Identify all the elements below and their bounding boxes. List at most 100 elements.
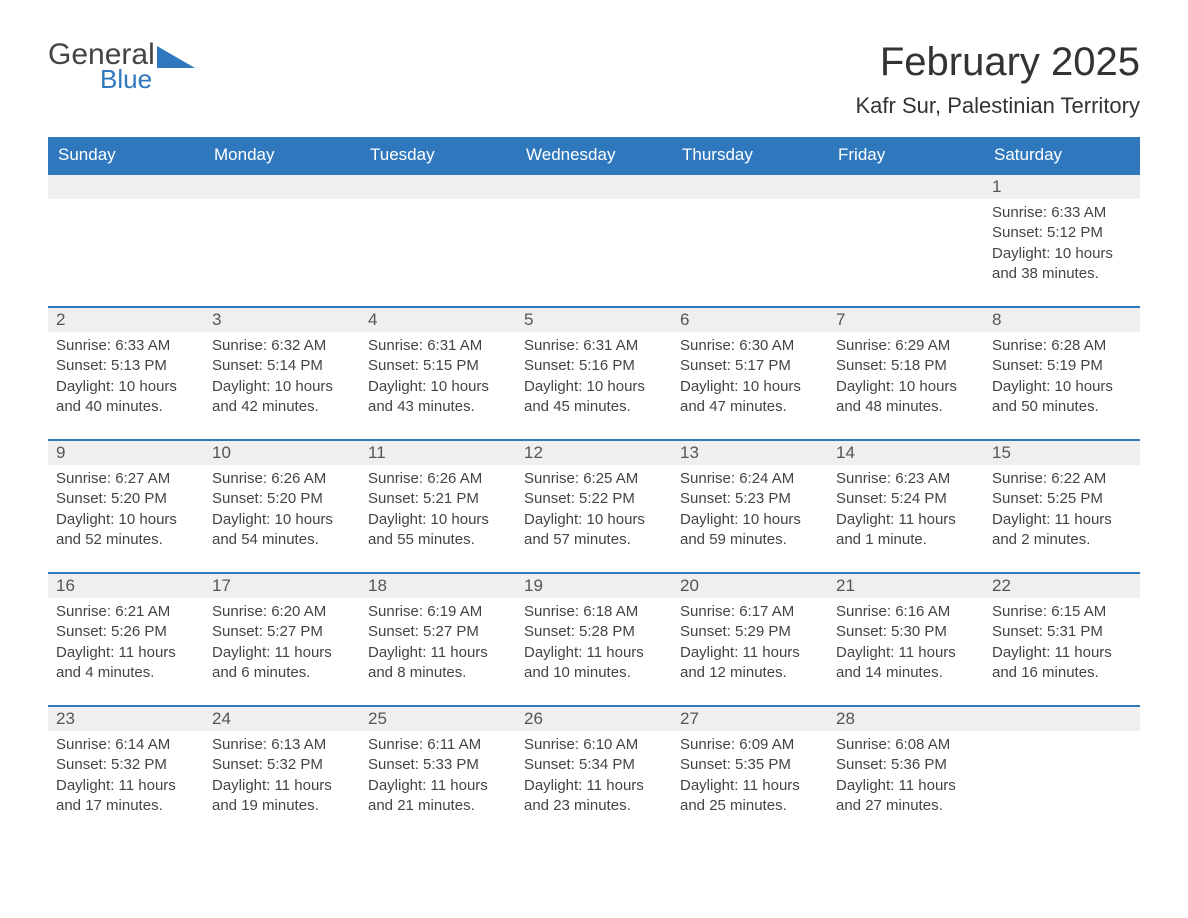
day-detail-cell (516, 199, 672, 307)
day-detail-cell: Sunrise: 6:11 AMSunset: 5:33 PMDaylight:… (360, 731, 516, 839)
sunset-text: Sunset: 5:31 PM (992, 622, 1132, 642)
day-number-cell: 17 (204, 573, 360, 598)
daylight-text: Daylight: 10 hours and 45 minutes. (524, 377, 664, 418)
daynum-row: 1 (48, 174, 1140, 199)
month-title: February 2025 (856, 40, 1141, 85)
day-detail-cell: Sunrise: 6:33 AMSunset: 5:12 PMDaylight:… (984, 199, 1140, 307)
daylight-text: Daylight: 11 hours and 10 minutes. (524, 643, 664, 684)
daylight-text: Daylight: 10 hours and 40 minutes. (56, 377, 196, 418)
day-detail-cell: Sunrise: 6:31 AMSunset: 5:15 PMDaylight:… (360, 332, 516, 440)
day-detail-cell (672, 199, 828, 307)
day-number-cell (984, 706, 1140, 731)
day-number-cell (516, 174, 672, 199)
daylight-text: Daylight: 11 hours and 6 minutes. (212, 643, 352, 684)
day-number-cell: 18 (360, 573, 516, 598)
sunset-text: Sunset: 5:21 PM (368, 489, 508, 509)
daylight-text: Daylight: 11 hours and 16 minutes. (992, 643, 1132, 684)
day-number-cell: 10 (204, 440, 360, 465)
daylight-text: Daylight: 10 hours and 52 minutes. (56, 510, 196, 551)
day-number-cell: 23 (48, 706, 204, 731)
sunset-text: Sunset: 5:33 PM (368, 755, 508, 775)
sunrise-text: Sunrise: 6:19 AM (368, 602, 508, 622)
day-detail-cell: Sunrise: 6:24 AMSunset: 5:23 PMDaylight:… (672, 465, 828, 573)
sunrise-text: Sunrise: 6:25 AM (524, 469, 664, 489)
day-number-cell: 11 (360, 440, 516, 465)
sunrise-text: Sunrise: 6:11 AM (368, 735, 508, 755)
day-number-cell: 13 (672, 440, 828, 465)
sunrise-text: Sunrise: 6:20 AM (212, 602, 352, 622)
day-detail-cell: Sunrise: 6:15 AMSunset: 5:31 PMDaylight:… (984, 598, 1140, 706)
logo-triangle-icon (157, 46, 195, 68)
sunrise-text: Sunrise: 6:26 AM (212, 469, 352, 489)
weekday-header: Friday (828, 137, 984, 174)
daylight-text: Daylight: 10 hours and 42 minutes. (212, 377, 352, 418)
day-detail-cell: Sunrise: 6:14 AMSunset: 5:32 PMDaylight:… (48, 731, 204, 839)
sunset-text: Sunset: 5:24 PM (836, 489, 976, 509)
day-number-cell: 4 (360, 307, 516, 332)
detail-row: Sunrise: 6:33 AMSunset: 5:12 PMDaylight:… (48, 199, 1140, 307)
sunset-text: Sunset: 5:17 PM (680, 356, 820, 376)
weekday-header: Sunday (48, 137, 204, 174)
sunrise-text: Sunrise: 6:23 AM (836, 469, 976, 489)
day-detail-cell: Sunrise: 6:17 AMSunset: 5:29 PMDaylight:… (672, 598, 828, 706)
sunset-text: Sunset: 5:16 PM (524, 356, 664, 376)
sunset-text: Sunset: 5:35 PM (680, 755, 820, 775)
day-detail-cell: Sunrise: 6:10 AMSunset: 5:34 PMDaylight:… (516, 731, 672, 839)
day-detail-cell (360, 199, 516, 307)
sunset-text: Sunset: 5:19 PM (992, 356, 1132, 376)
daynum-row: 232425262728 (48, 706, 1140, 731)
day-detail-cell: Sunrise: 6:26 AMSunset: 5:21 PMDaylight:… (360, 465, 516, 573)
daylight-text: Daylight: 10 hours and 43 minutes. (368, 377, 508, 418)
daylight-text: Daylight: 11 hours and 14 minutes. (836, 643, 976, 684)
sunset-text: Sunset: 5:12 PM (992, 223, 1132, 243)
daylight-text: Daylight: 10 hours and 55 minutes. (368, 510, 508, 551)
day-detail-cell: Sunrise: 6:21 AMSunset: 5:26 PMDaylight:… (48, 598, 204, 706)
sunset-text: Sunset: 5:26 PM (56, 622, 196, 642)
sunrise-text: Sunrise: 6:17 AM (680, 602, 820, 622)
daylight-text: Daylight: 11 hours and 8 minutes. (368, 643, 508, 684)
daylight-text: Daylight: 11 hours and 4 minutes. (56, 643, 196, 684)
day-detail-cell (48, 199, 204, 307)
title-block: February 2025 Kafr Sur, Palestinian Terr… (856, 40, 1141, 119)
day-number-cell: 12 (516, 440, 672, 465)
sunrise-text: Sunrise: 6:13 AM (212, 735, 352, 755)
sunset-text: Sunset: 5:32 PM (212, 755, 352, 775)
day-detail-cell: Sunrise: 6:08 AMSunset: 5:36 PMDaylight:… (828, 731, 984, 839)
day-number-cell (828, 174, 984, 199)
detail-row: Sunrise: 6:33 AMSunset: 5:13 PMDaylight:… (48, 332, 1140, 440)
daylight-text: Daylight: 11 hours and 27 minutes. (836, 776, 976, 817)
daylight-text: Daylight: 10 hours and 38 minutes. (992, 244, 1132, 285)
day-detail-cell (204, 199, 360, 307)
daynum-row: 9101112131415 (48, 440, 1140, 465)
logo: General Blue (48, 40, 195, 92)
sunset-text: Sunset: 5:20 PM (56, 489, 196, 509)
calendar-table: Sunday Monday Tuesday Wednesday Thursday… (48, 137, 1140, 839)
sunset-text: Sunset: 5:18 PM (836, 356, 976, 376)
daylight-text: Daylight: 11 hours and 25 minutes. (680, 776, 820, 817)
day-number-cell: 5 (516, 307, 672, 332)
detail-row: Sunrise: 6:27 AMSunset: 5:20 PMDaylight:… (48, 465, 1140, 573)
daynum-row: 2345678 (48, 307, 1140, 332)
day-detail-cell (984, 731, 1140, 839)
daylight-text: Daylight: 10 hours and 47 minutes. (680, 377, 820, 418)
day-number-cell: 22 (984, 573, 1140, 598)
daylight-text: Daylight: 10 hours and 48 minutes. (836, 377, 976, 418)
day-number-cell: 3 (204, 307, 360, 332)
sunrise-text: Sunrise: 6:22 AM (992, 469, 1132, 489)
daylight-text: Daylight: 10 hours and 59 minutes. (680, 510, 820, 551)
sunset-text: Sunset: 5:27 PM (368, 622, 508, 642)
logo-text: General Blue (48, 40, 155, 92)
day-detail-cell: Sunrise: 6:22 AMSunset: 5:25 PMDaylight:… (984, 465, 1140, 573)
daylight-text: Daylight: 10 hours and 54 minutes. (212, 510, 352, 551)
weekday-header-row: Sunday Monday Tuesday Wednesday Thursday… (48, 137, 1140, 174)
day-number-cell: 16 (48, 573, 204, 598)
day-detail-cell: Sunrise: 6:16 AMSunset: 5:30 PMDaylight:… (828, 598, 984, 706)
day-detail-cell: Sunrise: 6:26 AMSunset: 5:20 PMDaylight:… (204, 465, 360, 573)
day-number-cell: 7 (828, 307, 984, 332)
day-number-cell: 24 (204, 706, 360, 731)
location: Kafr Sur, Palestinian Territory (856, 93, 1141, 119)
day-number-cell: 19 (516, 573, 672, 598)
day-detail-cell: Sunrise: 6:27 AMSunset: 5:20 PMDaylight:… (48, 465, 204, 573)
daylight-text: Daylight: 11 hours and 21 minutes. (368, 776, 508, 817)
daylight-text: Daylight: 10 hours and 57 minutes. (524, 510, 664, 551)
